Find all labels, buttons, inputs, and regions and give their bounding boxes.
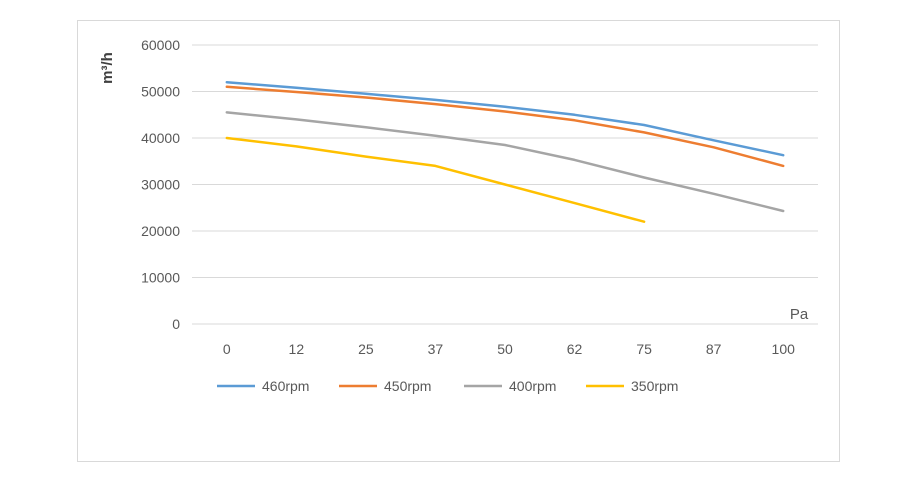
y-axis-label: m³/h (99, 52, 116, 84)
y-tick-label: 20000 (141, 223, 180, 239)
legend-label: 400rpm (509, 378, 556, 394)
series-line-350rpm (225, 136, 646, 223)
gridlines (192, 44, 818, 325)
legend-label: 460rpm (262, 378, 309, 394)
legend: 460rpm 450rpm 400rpm 350rpm (217, 378, 678, 394)
y-tick-label: 60000 (141, 37, 180, 53)
series-lines (225, 80, 785, 223)
x-tick-label: 50 (497, 341, 513, 357)
y-tick-label: 50000 (141, 84, 180, 100)
x-tick-label: 75 (636, 341, 652, 357)
x-tick-label: 12 (289, 341, 305, 357)
x-tick-label: 100 (772, 341, 796, 357)
series-line-460rpm (225, 80, 785, 157)
y-tick-labels: 0 10000 20000 30000 40000 50000 60000 (141, 37, 180, 332)
series-line-400rpm (225, 111, 785, 213)
series-line-450rpm (225, 85, 785, 168)
chart-frame (77, 20, 840, 462)
y-tick-label: 30000 (141, 177, 180, 193)
x-tick-label: 62 (567, 341, 583, 357)
y-tick-label: 0 (172, 316, 180, 332)
legend-label: 450rpm (384, 378, 431, 394)
y-tick-label: 40000 (141, 130, 180, 146)
x-tick-label: 0 (223, 341, 231, 357)
x-tick-label: 25 (358, 341, 374, 357)
x-tick-labels: 0 12 25 37 50 62 75 87 100 (223, 341, 795, 357)
y-tick-label: 10000 (141, 270, 180, 286)
x-tick-label: 87 (706, 341, 722, 357)
legend-label: 350rpm (631, 378, 678, 394)
x-tick-label: 37 (428, 341, 444, 357)
x-axis-unit-label: Pa (790, 306, 809, 323)
